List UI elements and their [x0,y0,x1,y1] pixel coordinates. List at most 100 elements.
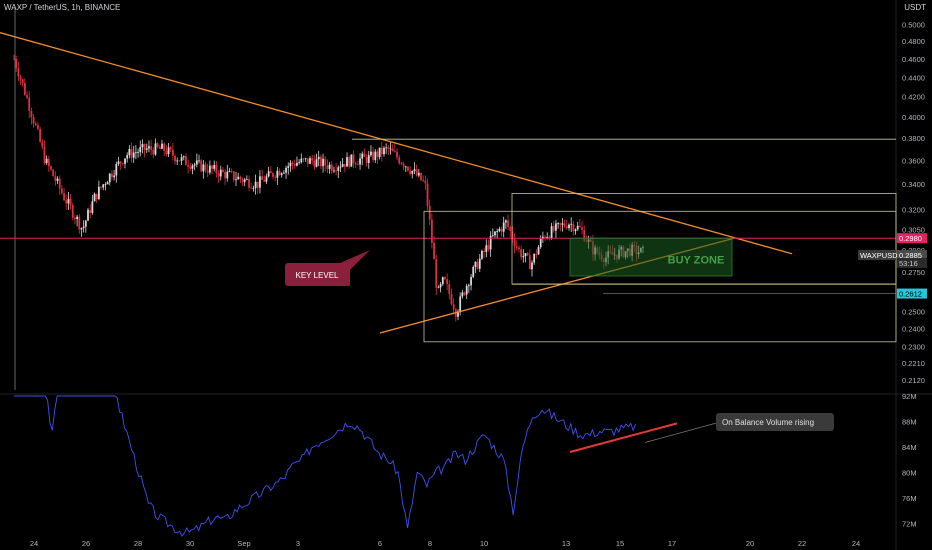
candle-body [119,161,122,164]
candle-body [561,223,564,225]
candle-body [437,287,440,289]
x-tick-label: 24 [30,539,38,548]
x-tick-label: 15 [616,539,624,548]
candle-body [578,225,581,228]
candle-body [47,158,50,167]
candle-body [274,176,277,178]
candle-body [208,165,211,173]
candle-body [198,160,200,162]
time-axis: 24 26 28 30 Sep 3 6 8 10 13 15 17 20 22 24 [30,539,860,548]
candle-body [393,151,396,152]
candle-body [304,158,307,160]
candle-body [26,94,28,98]
candle-body [400,163,403,164]
candle-body [481,250,483,259]
x-tick-label: 3 [296,539,300,548]
candle-body [28,97,31,111]
candle-body [324,158,327,166]
candle-body [71,205,74,218]
candle-body [409,170,412,174]
candle-body [317,156,320,160]
x-tick-label: 6 [378,539,382,548]
candle-body [433,242,435,260]
candle-body [272,173,274,177]
buy-zone-label: BUY ZONE [668,255,725,267]
candle-body [252,188,255,189]
price-tag-label: 0.2885 [899,251,922,260]
candle-body [78,216,81,230]
candle-body [19,76,22,80]
candle-body [557,223,560,224]
candle-body [82,226,85,229]
obv-tick-label: 76M [902,494,917,503]
candle-body [50,166,52,170]
candle-body [130,148,133,158]
candle-body [583,229,586,241]
candle-body [248,179,250,188]
price-tag-label: 0.2980 [899,234,922,243]
candle-body [41,141,44,147]
x-tick-label: 30 [186,539,194,548]
candle-body [337,167,340,171]
y-tick-label: 0.3400 [902,180,925,189]
candle-body [150,146,153,150]
candle-body [224,171,227,179]
candle-body [165,150,168,155]
overlays: BUY ZONE KEY LEVEL [0,32,897,343]
candle-body [313,160,316,167]
candle-body [424,180,427,184]
candle-body [500,228,503,232]
obv-panel: On Balance Volume rising [14,395,834,537]
candle-body [156,143,159,148]
candle-body [250,187,253,189]
candle-body [56,178,59,181]
candle-body [478,258,481,269]
candle-body [504,220,507,223]
candle-body [539,238,542,248]
candle-body [335,170,338,172]
candle-body [428,206,431,220]
candle-body [465,285,468,295]
candle-body [167,147,170,155]
candle-body [444,277,446,280]
candle-body [502,222,505,232]
candle-body [485,245,488,252]
candle-body [211,165,213,169]
candle-body [441,277,444,285]
candle-body [491,235,494,236]
candle-body [515,246,518,248]
candle-body [91,201,94,213]
candle-body [84,220,87,227]
candle-body [241,179,244,182]
price-tag-label: WAXPUSDT [860,251,903,260]
candle-body [467,285,470,287]
x-tick-label: 22 [798,539,806,548]
candle-body [367,155,370,163]
candle-body [389,148,392,150]
candle-body [446,279,449,285]
price-tag-bg [897,250,927,260]
candle-body [23,82,26,95]
candle-body [65,200,68,204]
obv-callout-box [716,413,834,431]
candle-body [276,170,279,178]
candle-body [185,156,187,165]
obv-callout-label: On Balance Volume rising [722,418,814,427]
candle-body [507,220,509,227]
currency-label: USDT [904,3,926,12]
obv-tick-label: 88M [902,417,917,426]
candle-body [487,245,490,250]
candle-body [383,147,385,155]
candle-body [254,181,257,189]
candle-body [137,152,139,153]
candle-body [343,164,346,167]
candle-body [111,173,113,178]
y-tick-label: 0.2500 [902,308,925,317]
candle-body [230,171,233,172]
x-tick-label: 24 [852,539,860,548]
candle-body [141,144,144,148]
candle-body [235,179,237,181]
candle-body [511,230,514,240]
candle-body [563,223,566,227]
candle-body [282,172,285,174]
